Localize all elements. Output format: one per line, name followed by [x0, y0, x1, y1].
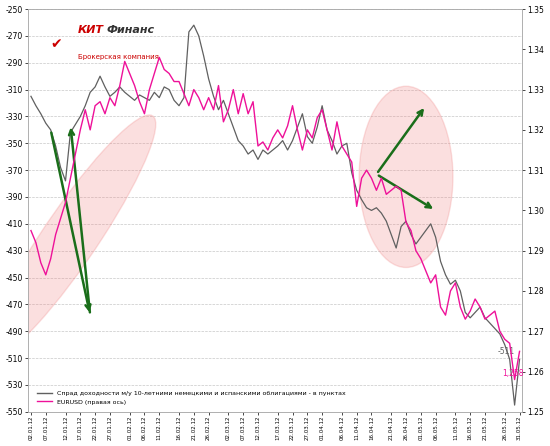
Text: КИТ: КИТ [78, 25, 104, 35]
Text: Финанс: Финанс [107, 25, 155, 35]
Text: -511: -511 [497, 347, 514, 356]
Ellipse shape [359, 86, 453, 268]
Text: Брокерская компания: Брокерская компания [78, 54, 159, 60]
Legend: Спрад доходности м/у 10-летними немецкими и испанскими облигациями - в пунктах, : Спрад доходности м/у 10-летними немецким… [36, 390, 346, 405]
Text: ✔: ✔ [50, 37, 62, 51]
Ellipse shape [0, 115, 156, 359]
Text: 1,258: 1,258 [502, 369, 524, 378]
